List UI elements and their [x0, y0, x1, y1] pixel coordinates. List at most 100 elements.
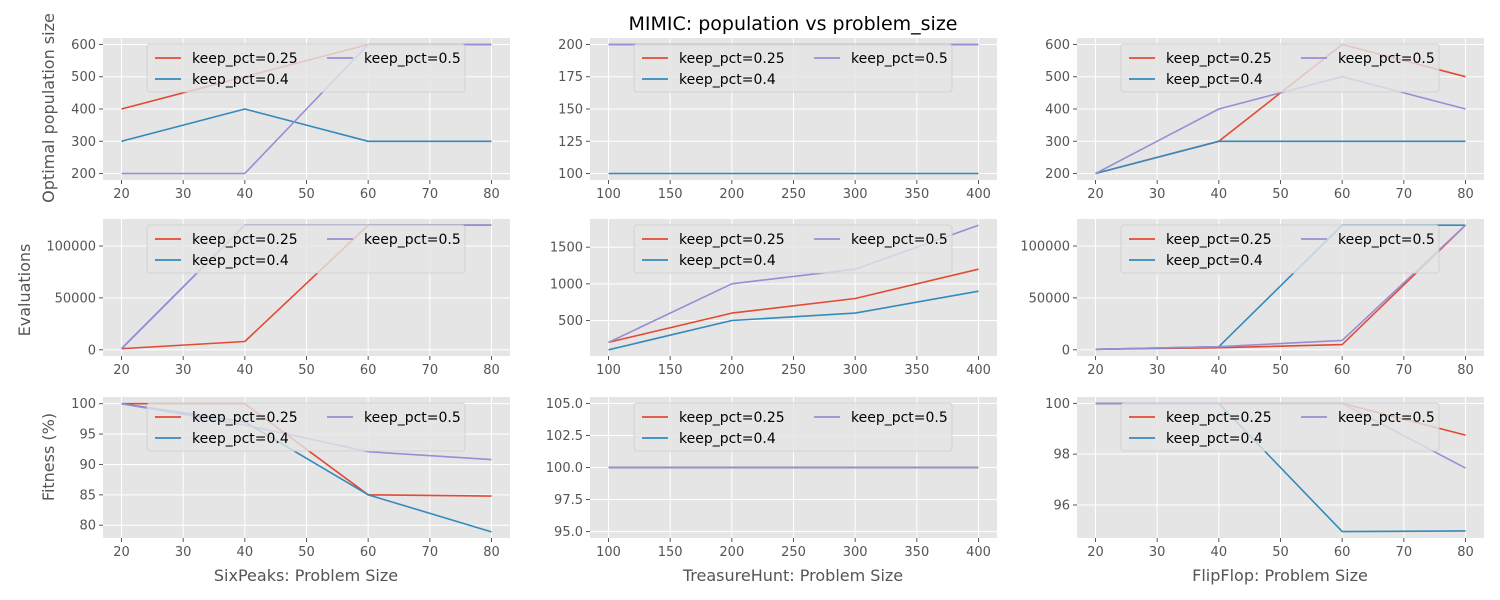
y-tick-label: 300 — [1045, 135, 1070, 150]
x-tick-label: 50 — [298, 363, 315, 378]
series-line-keep-pct-0-5 — [1095, 224, 1467, 351]
x-tick-label: 150 — [658, 187, 683, 202]
legend-frame — [633, 224, 953, 274]
x-tick-label: 200 — [719, 187, 744, 202]
x-tick-label: 80 — [1457, 545, 1474, 560]
x-tick-label: 60 — [1334, 363, 1351, 378]
legend-label: keep_pct=0.25 — [1166, 410, 1272, 426]
legend-label: keep_pct=0.25 — [1166, 51, 1272, 67]
x-tick-label: 70 — [422, 545, 439, 560]
subplot-0-0: 20 30 40 50 60 70 80 200 300 400 500 600 keep_pct=0.… — [71, 38, 510, 202]
x-tick-label: 60 — [1334, 187, 1351, 202]
y-tick-label: 50000 — [1029, 291, 1070, 306]
subplot-grid: 20 30 40 50 60 70 80200300400500600keep_pct=0.… — [46, 38, 1484, 560]
figure-suptitle: MIMIC: population vs problem_size — [629, 13, 958, 35]
x-tick-label: 350 — [904, 545, 929, 560]
x-tick-label: 400 — [966, 545, 991, 560]
row-ylabel-2: Fitness (%) — [39, 413, 58, 501]
legend-label: keep_pct=0.4 — [192, 431, 289, 447]
x-tick-label: 20 — [113, 187, 130, 202]
y-tick-label: 500 — [71, 70, 96, 85]
legend-frame — [633, 402, 953, 452]
y-tick-label: 200 — [558, 38, 583, 53]
y-tick-label: 105.0 — [546, 397, 583, 412]
y-tick-label: 300 — [71, 135, 96, 150]
x-tick-label: 300 — [843, 187, 868, 202]
legend: keep_pct=0.25 keep_pct=0.4 keep_pct=0.5 — [633, 402, 953, 452]
legend-frame — [1120, 224, 1440, 274]
x-tick-label: 400 — [966, 187, 991, 202]
y-tick-label: 0 — [88, 343, 96, 358]
subplot-2-2: 20 30 40 50 60 70 809698100keep_pct=0.25keep_p… — [1045, 397, 1484, 560]
x-tick-label: 40 — [1211, 187, 1228, 202]
row-ylabel-1: Evaluations — [15, 244, 34, 337]
subplot-0-2: 20 30 40 50 60 70 80 200 300 400 500 600 keep_pct=0.… — [1045, 38, 1484, 202]
y-tick-label: 90 — [79, 458, 96, 473]
x-tick-label: 20 — [1087, 187, 1104, 202]
x-tick-label: 70 — [422, 187, 439, 202]
x-tick-label: 50 — [298, 545, 315, 560]
y-tick-label: 85 — [79, 488, 96, 503]
legend-frame — [146, 402, 466, 452]
legend-frame — [146, 43, 466, 93]
y-tick-label: 0 — [1062, 343, 1070, 358]
legend: keep_pct=0.25 keep_pct=0.4 keep_pct=0.5 — [1120, 43, 1440, 93]
y-tick-label: 1500 — [550, 241, 583, 256]
col-xlabel-0: SixPeaks: Problem Size — [214, 566, 398, 585]
legend: keep_pct=0.25 keep_pct=0.4 keep_pct=0.5 — [146, 43, 466, 93]
x-tick-label: 200 — [719, 545, 744, 560]
series-line-keep-pct-0-4 — [121, 108, 492, 143]
y-tick-label: 100 — [71, 397, 96, 412]
x-tick-label: 150 — [658, 363, 683, 378]
x-tick-label: 40 — [1211, 545, 1228, 560]
legend-label: keep_pct=0.4 — [192, 72, 289, 88]
x-tick-label: 50 — [1272, 363, 1289, 378]
x-tick-label: 100 — [596, 545, 621, 560]
legend-label: keep_pct=0.4 — [1166, 431, 1263, 447]
y-tick-label: 400 — [1045, 103, 1070, 118]
x-tick-label: 30 — [175, 363, 192, 378]
legend-label: keep_pct=0.5 — [1338, 51, 1435, 67]
y-tick-label: 125 — [558, 135, 583, 150]
y-tick-label: 102.5 — [546, 429, 583, 444]
x-tick-label: 20 — [1087, 545, 1104, 560]
x-tick-label: 250 — [781, 363, 806, 378]
x-tick-label: 60 — [360, 545, 377, 560]
y-tick-label: 100 — [558, 167, 583, 182]
series-line-keep-pct-0-4 — [608, 290, 979, 351]
legend-label: keep_pct=0.5 — [851, 51, 948, 67]
legend: keep_pct=0.25 keep_pct=0.4 keep_pct=0.5 — [1120, 224, 1440, 274]
y-tick-label: 96 — [1053, 498, 1070, 513]
x-tick-label: 30 — [1149, 363, 1166, 378]
col-xlabel-1: TreasureHunt: Problem Size — [682, 566, 903, 585]
legend-label: keep_pct=0.25 — [679, 410, 785, 426]
y-tick-label: 1000 — [550, 277, 583, 292]
legend-label: keep_pct=0.5 — [364, 410, 461, 426]
x-tick-label: 70 — [422, 363, 439, 378]
y-tick-label: 500 — [558, 314, 583, 329]
subplot-0-1: 100 150 200 250 300 350 400 100 125 150 175 200 keep… — [558, 38, 997, 202]
x-tick-label: 80 — [483, 187, 500, 202]
x-tick-label: 60 — [360, 363, 377, 378]
x-tick-label: 50 — [298, 187, 315, 202]
subplot-2-0: 20 30 40 50 60 70 8080859095100keep_pct=0.25ke… — [71, 397, 510, 560]
x-tick-label: 40 — [237, 363, 254, 378]
x-tick-label: 50 — [1272, 545, 1289, 560]
y-tick-label: 98 — [1053, 448, 1070, 463]
legend-label: keep_pct=0.25 — [679, 232, 785, 248]
x-tick-label: 20 — [1087, 363, 1104, 378]
legend-label: keep_pct=0.4 — [192, 253, 289, 269]
x-tick-label: 50 — [1272, 187, 1289, 202]
y-tick-label: 95.0 — [554, 525, 583, 540]
y-tick-label: 200 — [1045, 167, 1070, 182]
legend: keep_pct=0.25 keep_pct=0.4 keep_pct=0.5 — [633, 43, 953, 93]
y-tick-label: 600 — [71, 38, 96, 53]
x-tick-label: 70 — [1396, 363, 1413, 378]
x-tick-label: 70 — [1396, 187, 1413, 202]
y-tick-label: 100 — [1045, 397, 1070, 412]
x-tick-label: 100 — [596, 187, 621, 202]
x-tick-label: 300 — [843, 545, 868, 560]
y-tick-label: 400 — [71, 103, 96, 118]
y-tick-label: 95 — [79, 428, 96, 443]
